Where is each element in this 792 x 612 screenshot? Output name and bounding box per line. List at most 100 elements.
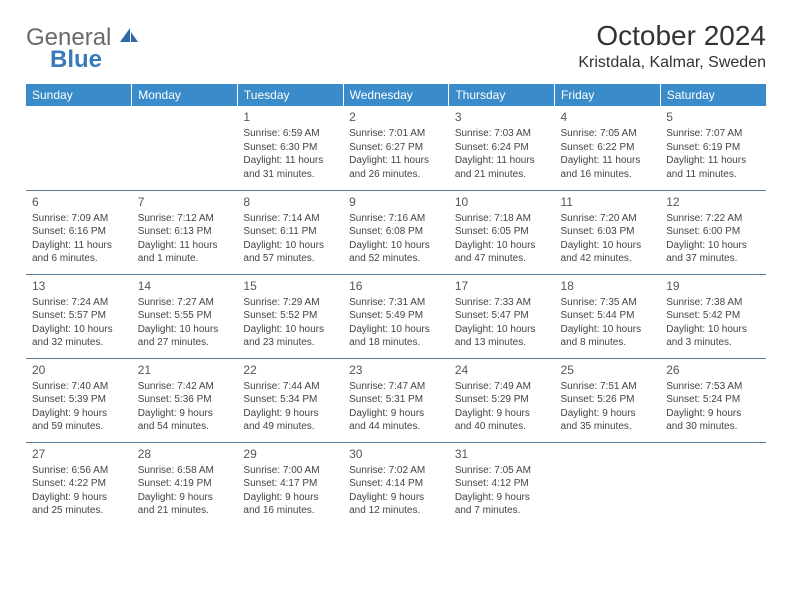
daylight-text: Daylight: 10 hours (243, 239, 337, 253)
day-header: Sunday (26, 84, 132, 106)
sunset-text: Sunset: 5:57 PM (32, 309, 126, 323)
daylight-text: Daylight: 10 hours (243, 323, 337, 337)
calendar-cell: 9Sunrise: 7:16 AMSunset: 6:08 PMDaylight… (343, 190, 449, 274)
daylight-text: Daylight: 9 hours (666, 407, 760, 421)
header-right: October 2024 Kristdala, Kalmar, Sweden (578, 20, 766, 72)
sunrise-text: Sunrise: 7:03 AM (455, 127, 549, 141)
sunrise-text: Sunrise: 6:56 AM (32, 464, 126, 478)
calendar-cell: 24Sunrise: 7:49 AMSunset: 5:29 PMDayligh… (449, 358, 555, 442)
daylight-text: Daylight: 11 hours (561, 154, 655, 168)
calendar-cell: 2Sunrise: 7:01 AMSunset: 6:27 PMDaylight… (343, 106, 449, 190)
sunrise-text: Sunrise: 7:47 AM (349, 380, 443, 394)
day-header: Tuesday (237, 84, 343, 106)
sunset-text: Sunset: 5:31 PM (349, 393, 443, 407)
daylight-text: Daylight: 9 hours (561, 407, 655, 421)
sunrise-text: Sunrise: 7:12 AM (138, 212, 232, 226)
sunrise-text: Sunrise: 7:02 AM (349, 464, 443, 478)
sunset-text: Sunset: 5:49 PM (349, 309, 443, 323)
daylight-text: Daylight: 9 hours (138, 491, 232, 505)
daylight-text: Daylight: 11 hours (455, 154, 549, 168)
day-number: 26 (666, 362, 760, 378)
daylight-text: Daylight: 10 hours (349, 239, 443, 253)
day-number: 14 (138, 278, 232, 294)
sunrise-text: Sunrise: 7:38 AM (666, 296, 760, 310)
day-number: 9 (349, 194, 443, 210)
daylight-text: and 11 minutes. (666, 168, 760, 182)
sunset-text: Sunset: 6:08 PM (349, 225, 443, 239)
calendar-cell: 1Sunrise: 6:59 AMSunset: 6:30 PMDaylight… (237, 106, 343, 190)
calendar-cell: 23Sunrise: 7:47 AMSunset: 5:31 PMDayligh… (343, 358, 449, 442)
sunset-text: Sunset: 6:13 PM (138, 225, 232, 239)
sunrise-text: Sunrise: 7:33 AM (455, 296, 549, 310)
daylight-text: and 23 minutes. (243, 336, 337, 350)
calendar-cell: 14Sunrise: 7:27 AMSunset: 5:55 PMDayligh… (132, 274, 238, 358)
logo: General Blue (26, 20, 140, 72)
calendar-cell: 11Sunrise: 7:20 AMSunset: 6:03 PMDayligh… (555, 190, 661, 274)
sunset-text: Sunset: 4:12 PM (455, 477, 549, 491)
daylight-text: Daylight: 9 hours (32, 407, 126, 421)
day-header: Friday (555, 84, 661, 106)
page-header: General Blue October 2024 Kristdala, Kal… (26, 20, 766, 72)
day-number: 5 (666, 109, 760, 125)
calendar-cell: 28Sunrise: 6:58 AMSunset: 4:19 PMDayligh… (132, 442, 238, 526)
daylight-text: and 40 minutes. (455, 420, 549, 434)
calendar-cell: 29Sunrise: 7:00 AMSunset: 4:17 PMDayligh… (237, 442, 343, 526)
day-number: 29 (243, 446, 337, 462)
day-number: 30 (349, 446, 443, 462)
calendar-cell (555, 442, 661, 526)
day-number: 19 (666, 278, 760, 294)
sunset-text: Sunset: 4:19 PM (138, 477, 232, 491)
calendar-cell: 8Sunrise: 7:14 AMSunset: 6:11 PMDaylight… (237, 190, 343, 274)
calendar-cell: 19Sunrise: 7:38 AMSunset: 5:42 PMDayligh… (660, 274, 766, 358)
calendar-cell: 17Sunrise: 7:33 AMSunset: 5:47 PMDayligh… (449, 274, 555, 358)
day-number: 24 (455, 362, 549, 378)
daylight-text: Daylight: 11 hours (243, 154, 337, 168)
daylight-text: and 6 minutes. (32, 252, 126, 266)
daylight-text: Daylight: 10 hours (666, 239, 760, 253)
daylight-text: and 25 minutes. (32, 504, 126, 518)
sunset-text: Sunset: 5:36 PM (138, 393, 232, 407)
calendar-week: 20Sunrise: 7:40 AMSunset: 5:39 PMDayligh… (26, 358, 766, 442)
sunrise-text: Sunrise: 7:29 AM (243, 296, 337, 310)
daylight-text: Daylight: 11 hours (138, 239, 232, 253)
daylight-text: Daylight: 9 hours (243, 407, 337, 421)
calendar-cell: 30Sunrise: 7:02 AMSunset: 4:14 PMDayligh… (343, 442, 449, 526)
sunrise-text: Sunrise: 7:22 AM (666, 212, 760, 226)
day-header: Thursday (449, 84, 555, 106)
day-number: 21 (138, 362, 232, 378)
sunset-text: Sunset: 6:19 PM (666, 141, 760, 155)
daylight-text: Daylight: 9 hours (455, 491, 549, 505)
daylight-text: and 35 minutes. (561, 420, 655, 434)
daylight-text: and 26 minutes. (349, 168, 443, 182)
calendar-cell: 27Sunrise: 6:56 AMSunset: 4:22 PMDayligh… (26, 442, 132, 526)
location: Kristdala, Kalmar, Sweden (578, 54, 766, 72)
sunrise-text: Sunrise: 7:07 AM (666, 127, 760, 141)
sunrise-text: Sunrise: 7:01 AM (349, 127, 443, 141)
daylight-text: and 21 minutes. (455, 168, 549, 182)
daylight-text: and 18 minutes. (349, 336, 443, 350)
day-number: 18 (561, 278, 655, 294)
daylight-text: and 42 minutes. (561, 252, 655, 266)
day-number: 12 (666, 194, 760, 210)
day-number: 3 (455, 109, 549, 125)
daylight-text: and 44 minutes. (349, 420, 443, 434)
daylight-text: and 13 minutes. (455, 336, 549, 350)
sunrise-text: Sunrise: 6:58 AM (138, 464, 232, 478)
daylight-text: and 16 minutes. (243, 504, 337, 518)
daylight-text: and 8 minutes. (561, 336, 655, 350)
sunrise-text: Sunrise: 7:05 AM (561, 127, 655, 141)
sunset-text: Sunset: 5:29 PM (455, 393, 549, 407)
day-number: 10 (455, 194, 549, 210)
sunset-text: Sunset: 5:44 PM (561, 309, 655, 323)
calendar-cell: 16Sunrise: 7:31 AMSunset: 5:49 PMDayligh… (343, 274, 449, 358)
calendar-week: 6Sunrise: 7:09 AMSunset: 6:16 PMDaylight… (26, 190, 766, 274)
calendar-cell: 5Sunrise: 7:07 AMSunset: 6:19 PMDaylight… (660, 106, 766, 190)
day-number: 15 (243, 278, 337, 294)
calendar-cell: 25Sunrise: 7:51 AMSunset: 5:26 PMDayligh… (555, 358, 661, 442)
sunrise-text: Sunrise: 7:35 AM (561, 296, 655, 310)
logo-text-wrap: General Blue (26, 26, 140, 72)
sunset-text: Sunset: 5:34 PM (243, 393, 337, 407)
calendar-cell: 20Sunrise: 7:40 AMSunset: 5:39 PMDayligh… (26, 358, 132, 442)
daylight-text: Daylight: 11 hours (349, 154, 443, 168)
calendar-cell (132, 106, 238, 190)
